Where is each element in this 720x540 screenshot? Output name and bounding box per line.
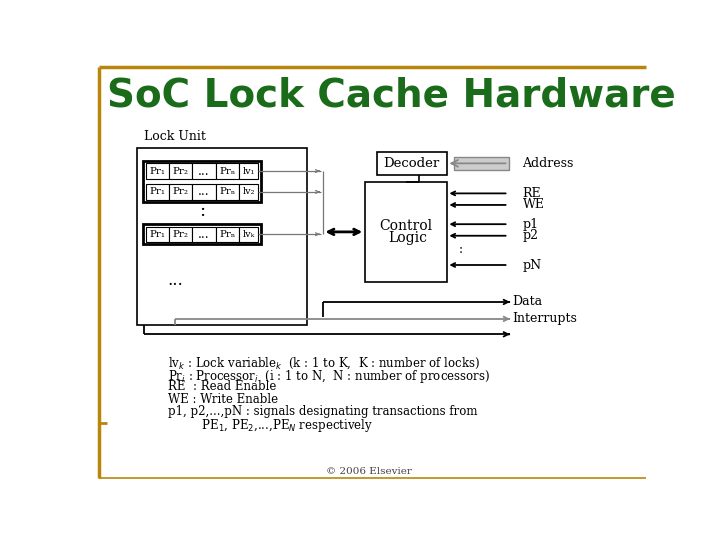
Text: :: : [459, 243, 462, 256]
Text: Decoder: Decoder [384, 157, 440, 170]
Text: lvₖ: lvₖ [243, 230, 255, 239]
Bar [145, 226, 169, 242]
Text: :: : [199, 202, 205, 220]
Text: Address: Address [523, 157, 574, 170]
Text: p1, p2,...,pN : signals designating transactions from: p1, p2,...,pN : signals designating tran… [168, 405, 477, 418]
Text: pN: pN [523, 259, 541, 272]
Text: Pr₂: Pr₂ [173, 187, 189, 197]
Text: Data: Data [513, 295, 542, 308]
Text: Control: Control [379, 219, 433, 233]
Bar [145, 164, 169, 179]
Text: PE$_1$, PE$_2$,...,PE$_N$ respectively: PE$_1$, PE$_2$,...,PE$_N$ respectively [168, 417, 372, 435]
Bar [143, 161, 261, 202]
Bar [143, 224, 261, 244]
Text: lv$_k$ : Lock variable$_k$  (k : 1 to K,  K : number of locks): lv$_k$ : Lock variable$_k$ (k : 1 to K, … [168, 356, 480, 372]
Text: Interrupts: Interrupts [513, 313, 577, 326]
Bar [145, 184, 169, 200]
Text: ...: ... [198, 165, 210, 178]
Text: p1: p1 [523, 218, 539, 231]
Bar [192, 226, 215, 242]
Text: Pr₁: Pr₁ [150, 166, 166, 176]
Text: WE: WE [523, 198, 544, 212]
Bar [239, 184, 258, 200]
Bar [454, 157, 508, 170]
Bar [169, 226, 192, 242]
Bar [169, 184, 192, 200]
Text: ...: ... [198, 228, 210, 241]
Text: RE: RE [523, 187, 541, 200]
Text: p2: p2 [523, 230, 539, 242]
Bar [239, 226, 258, 242]
Bar [377, 152, 446, 175]
Text: lv₂: lv₂ [243, 187, 255, 197]
Text: lv₁: lv₁ [242, 166, 255, 176]
Text: WE : Write Enable: WE : Write Enable [168, 393, 278, 406]
Bar [192, 164, 215, 179]
Text: Pr₂: Pr₂ [173, 230, 189, 239]
Text: Lock Unit: Lock Unit [144, 130, 206, 143]
Text: Logic: Logic [389, 231, 428, 245]
Text: Pr₂: Pr₂ [173, 166, 189, 176]
Bar [215, 164, 239, 179]
Text: Pr$_i$ : Processor$_i$  (i : 1 to N,  N : number of processors): Pr$_i$ : Processor$_i$ (i : 1 to N, N : … [168, 368, 490, 385]
Text: ...: ... [198, 185, 210, 198]
Text: RE  : Read Enable: RE : Read Enable [168, 381, 276, 394]
Bar [239, 164, 258, 179]
Text: ...: ... [168, 272, 184, 289]
Bar [215, 184, 239, 200]
Text: Pr₁: Pr₁ [150, 187, 166, 197]
Bar [169, 164, 192, 179]
Text: Prₙ: Prₙ [219, 230, 235, 239]
Text: Prₙ: Prₙ [219, 166, 235, 176]
Text: SoC Lock Cache Hardware: SoC Lock Cache Hardware [107, 76, 676, 114]
Bar [137, 148, 307, 325]
Bar [192, 184, 215, 200]
Text: Pr₁: Pr₁ [150, 230, 166, 239]
Text: Prₙ: Prₙ [219, 187, 235, 197]
Bar [365, 182, 446, 282]
Text: © 2006 Elsevier: © 2006 Elsevier [326, 467, 412, 476]
Bar [215, 226, 239, 242]
